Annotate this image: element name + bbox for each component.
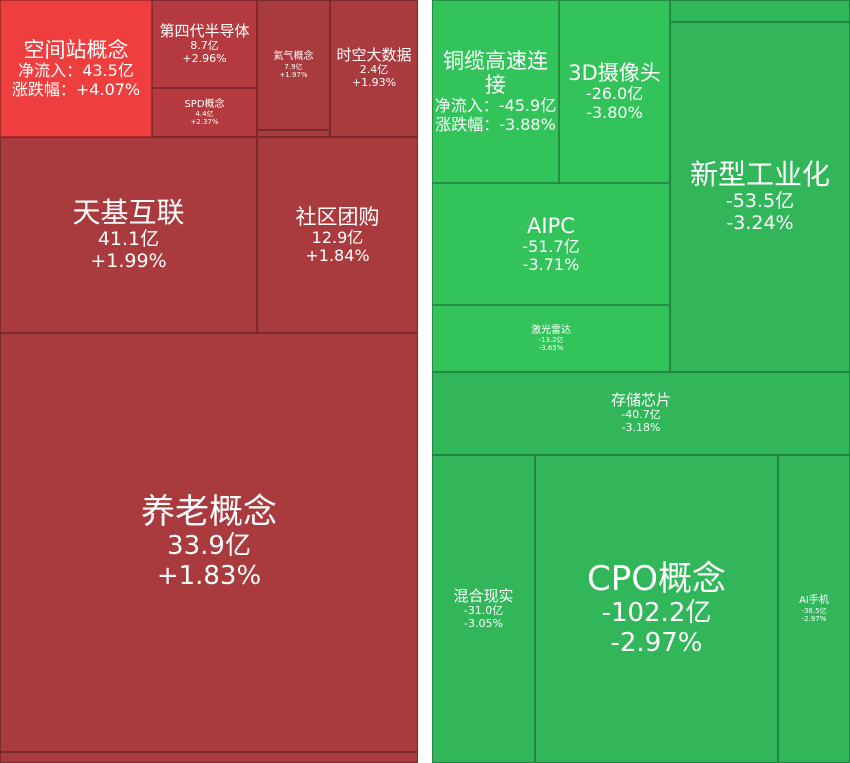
tile-pct: -3.80% [586,102,643,122]
tile-pct: +1.93% [351,76,397,90]
tile-pct: -3.18% [621,421,661,435]
treemap-tile[interactable]: 时空大数据 2.4亿 +1.93% [330,0,418,137]
treemap-tile[interactable]: 养老概念 33.9亿 +1.83% [0,333,418,752]
treemap-tile[interactable]: 存储芯片 -40.7亿 -3.18% [432,372,850,455]
tile-pct: +2.37% [190,118,219,127]
tile-value-row: 净流入：43.5亿 [18,61,134,81]
tile-value: 33.9亿 [167,531,251,562]
tile-name: 3D摄像头 [568,61,661,86]
tile-pct-row: 涨跌幅：+4.07% [11,79,141,99]
tile-value: -102.2亿 [601,597,712,628]
treemap-tile[interactable]: 铜缆高速连接 净流入：-45.9亿 涨跌幅：-3.88% [432,0,559,183]
tile-value-row: 净流入：-45.9亿 [435,97,556,115]
tile-pct: -3.88% [499,114,556,134]
treemap-tile[interactable]: 混合现实 -31.0亿 -3.05% [432,455,535,763]
tile-name: 存储芯片 [610,391,671,410]
treemap-tile[interactable]: 社区团购 12.9亿 +1.84% [257,137,418,333]
treemap-tile[interactable]: 3D摄像头 -26.0亿 -3.80% [559,0,670,183]
treemap-tile[interactable]: SPD概念 4.4亿 +2.37% [152,88,257,137]
tile-value: -36.5亿 [801,606,827,615]
tile-pct: +1.99% [90,250,167,273]
tile-name: 时空大数据 [336,46,412,65]
tile-name: 空间站概念 [23,38,129,63]
tile-value: -13.2亿 [538,336,564,345]
tile-name: 第四代半导体 [159,21,250,40]
treemap-tile[interactable]: 氦气概念 7.9亿 +1.97% [257,0,330,130]
tile-value: 43.5亿 [82,61,134,81]
tile-name: AI手机 [799,595,829,607]
tile-pct: -3.71% [522,255,580,275]
treemap-tile[interactable]: AI手机 -36.5亿 -2.97% [778,455,850,763]
tile-value: 41.1亿 [97,228,160,251]
tile-value: 4.4亿 [195,110,214,119]
tile-pct: +4.07% [75,79,141,99]
tile-pct-label: 涨跌幅： [435,114,500,134]
tile-value: 7.9亿 [284,62,303,71]
treemap-tile[interactable]: 新型工业化 -53.5亿 -3.24% [670,22,850,372]
tile-name: 社区团购 [295,204,380,229]
tile-value: -40.7亿 [621,408,661,422]
treemap-tile[interactable]: 天基互联 41.1亿 +1.99% [0,137,257,333]
tile-pct: -2.97% [610,627,703,658]
tile-pct: +1.97% [279,70,308,79]
tile-value-label: 净流入： [434,96,499,116]
tile-pct: -2.97% [801,614,827,623]
tile-pct: -3.05% [464,616,503,630]
tile-name: 铜缆高速连接 [443,48,548,98]
treemap-tile[interactable]: AIPC -51.7亿 -3.71% [432,183,670,305]
tile-pct-row: 涨跌幅：-3.88% [435,114,556,134]
treemap-tile[interactable]: 空间站概念 净流入：43.5亿 涨跌幅：+4.07% [0,0,152,137]
tile-name: 氦气概念 [273,51,314,63]
tile-pct: +1.84% [305,246,370,266]
treemap-tile-small[interactable] [670,0,850,22]
tile-value: -26.0亿 [585,84,644,104]
treemap-tile[interactable]: 激光雷达 -13.2亿 -3.65% [432,305,670,372]
tile-value: 12.9亿 [311,227,364,247]
tile-name: CPO概念 [586,558,726,599]
tile-name: 混合现实 [453,586,514,605]
tile-name: 激光雷达 [531,324,571,336]
tile-name: 养老概念 [141,492,277,533]
tile-name: AIPC [527,213,575,238]
treemap-tile[interactable]: CPO概念 -102.2亿 -2.97% [535,455,778,763]
tile-pct: -3.24% [726,212,794,235]
tile-value: -51.7亿 [522,236,580,256]
tile-name: 天基互联 [72,196,185,230]
tile-value: -31.0亿 [463,603,504,617]
tile-value-label: 净流入： [18,61,83,81]
treemap-tile-small[interactable] [0,752,418,763]
tile-name: SPD概念 [184,98,225,110]
tile-value: 8.7亿 [190,38,219,52]
tile-value: -53.5亿 [725,190,795,213]
tile-name: 新型工业化 [689,158,830,192]
treemap-tile-small[interactable] [257,130,330,137]
tile-value: 2.4亿 [359,63,389,77]
tile-pct: +2.96% [182,51,227,65]
tile-value: -45.9亿 [498,96,557,116]
tile-pct: +1.83% [156,561,262,592]
tile-pct-label: 涨跌幅： [11,79,76,99]
tile-pct: -3.65% [538,344,564,353]
treemap-tile[interactable]: 第四代半导体 8.7亿 +2.96% [152,0,257,88]
